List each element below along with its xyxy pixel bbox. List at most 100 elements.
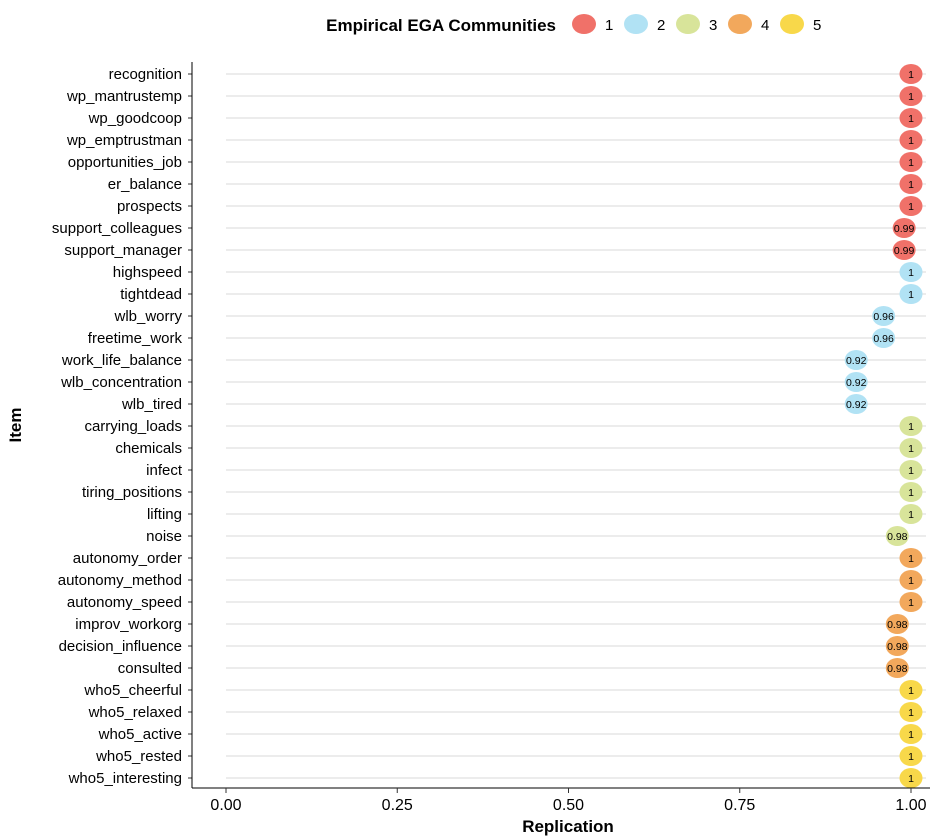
point-label-chemicals: 1: [908, 443, 914, 455]
point-label-consulted: 0.98: [887, 663, 908, 675]
point-er_balance: [899, 174, 923, 194]
legend-key-2: [624, 14, 648, 34]
y-tick-label: lifting: [147, 506, 182, 523]
point-wlb_tired: [844, 394, 868, 414]
point-label-autonomy_method: 1: [908, 575, 914, 587]
point-label-who5_rested: 1: [908, 751, 914, 763]
point-label-who5_cheerful: 1: [908, 685, 914, 697]
point-wp_goodcoop: [899, 108, 923, 128]
y-tick-label: who5_rested: [95, 748, 182, 765]
point-label-who5_relaxed: 1: [908, 707, 914, 719]
y-tick-label: consulted: [118, 660, 182, 677]
x-tick-label: 0.75: [724, 797, 755, 814]
point-label-recognition: 1: [908, 69, 914, 81]
point-label-infect: 1: [908, 465, 914, 477]
point-label-noise: 0.98: [887, 531, 908, 543]
legend-key-1: [572, 14, 596, 34]
point-autonomy_speed: [899, 592, 923, 612]
y-tick-label: carrying_loads: [84, 418, 182, 435]
y-tick-label: autonomy_speed: [67, 594, 182, 611]
point-label-autonomy_order: 1: [908, 553, 914, 565]
legend-label-2: 2: [657, 17, 665, 34]
point-label-wp_mantrustemp: 1: [908, 91, 914, 103]
point-label-tiring_positions: 1: [908, 487, 914, 499]
y-tick-label: support_manager: [64, 242, 182, 259]
y-tick-label: recognition: [109, 66, 182, 83]
legend-title: Empirical EGA Communities: [326, 16, 556, 35]
y-tick-label: who5_relaxed: [88, 704, 182, 721]
y-tick-label: tiring_positions: [82, 484, 182, 501]
point-recognition: [899, 64, 923, 84]
y-tick-label: wp_goodcoop: [88, 110, 182, 127]
point-prospects: [899, 196, 923, 216]
legend-label-3: 3: [709, 17, 717, 34]
y-tick-label: wp_mantrustemp: [66, 88, 182, 105]
y-tick-label: who5_interesting: [68, 770, 182, 787]
x-tick-label: 0.25: [382, 797, 413, 814]
legend: Empirical EGA Communities 1 2 3 4 5: [326, 14, 821, 35]
point-wlb_worry: [872, 306, 896, 326]
point-who5_cheerful: [899, 680, 923, 700]
point-label-decision_influence: 0.98: [887, 641, 908, 653]
grid-lines: [226, 73, 926, 779]
legend-key-3: [676, 14, 700, 34]
point-decision_influence: [885, 636, 909, 656]
point-chemicals: [899, 438, 923, 458]
point-opportunities_job: [899, 152, 923, 172]
point-label-er_balance: 1: [908, 179, 914, 191]
point-carrying_loads: [899, 416, 923, 436]
point-who5_relaxed: [899, 702, 923, 722]
y-tick-label: er_balance: [108, 176, 182, 193]
point-label-wp_emptrustman: 1: [908, 135, 914, 147]
y-tick-label: wlb_tired: [121, 396, 182, 413]
y-tick-label: wlb_worry: [113, 308, 182, 325]
point-autonomy_order: [899, 548, 923, 568]
legend-label-1: 1: [605, 17, 613, 34]
x-axis-ticks: 0.00 0.25 0.50 0.75 1.00: [210, 788, 927, 814]
y-tick-label: who5_active: [98, 726, 182, 743]
point-label-wlb_tired: 0.92: [846, 399, 867, 411]
point-consulted: [885, 658, 909, 678]
y-tick-label: tightdead: [120, 286, 182, 303]
y-tick-label: highspeed: [113, 264, 182, 281]
y-tick-label: prospects: [117, 198, 182, 215]
y-tick-label: autonomy_method: [58, 572, 182, 589]
legend-key-4: [728, 14, 752, 34]
point-wlb_concentration: [844, 372, 868, 392]
y-tick-label: decision_influence: [59, 638, 182, 655]
point-autonomy_method: [899, 570, 923, 590]
point-noise: [885, 526, 909, 546]
x-tick-label: 0.50: [553, 797, 584, 814]
point-tiring_positions: [899, 482, 923, 502]
y-tick-label: wlb_concentration: [60, 374, 182, 391]
point-label-wlb_worry: 0.96: [873, 311, 894, 323]
point-wp_emptrustman: [899, 130, 923, 150]
legend-key-5: [780, 14, 804, 34]
point-label-highspeed: 1: [908, 267, 914, 279]
point-label-improv_workorg: 0.98: [887, 619, 908, 631]
point-support_colleagues: [892, 218, 916, 238]
point-highspeed: [899, 262, 923, 282]
point-support_manager: [892, 240, 916, 260]
y-tick-label: freetime_work: [88, 330, 183, 347]
point-label-who5_interesting: 1: [908, 773, 914, 785]
y-tick-label: work_life_balance: [61, 352, 182, 369]
y-tick-label: wp_emptrustman: [66, 132, 182, 149]
data-points: 1 1 1 1 1 1 1 0.99 0.99 1 1 0.96 0.96 0.92 0.92 0.92 1 1 1…: [844, 64, 923, 788]
x-axis-title: Replication: [522, 817, 614, 836]
point-who5_interesting: [899, 768, 923, 788]
point-label-freetime_work: 0.96: [873, 333, 894, 345]
legend-entries: 1 2 3 4 5: [572, 14, 821, 34]
point-label-wp_goodcoop: 1: [908, 113, 914, 125]
point-who5_rested: [899, 746, 923, 766]
y-tick-label: improv_workorg: [75, 616, 182, 633]
point-label-tightdead: 1: [908, 289, 914, 301]
point-work_life_balance: [844, 350, 868, 370]
legend-label-5: 5: [813, 17, 821, 34]
point-label-who5_active: 1: [908, 729, 914, 741]
point-tightdead: [899, 284, 923, 304]
point-infect: [899, 460, 923, 480]
point-lifting: [899, 504, 923, 524]
point-improv_workorg: [885, 614, 909, 634]
y-tick-label: support_colleagues: [52, 220, 182, 237]
